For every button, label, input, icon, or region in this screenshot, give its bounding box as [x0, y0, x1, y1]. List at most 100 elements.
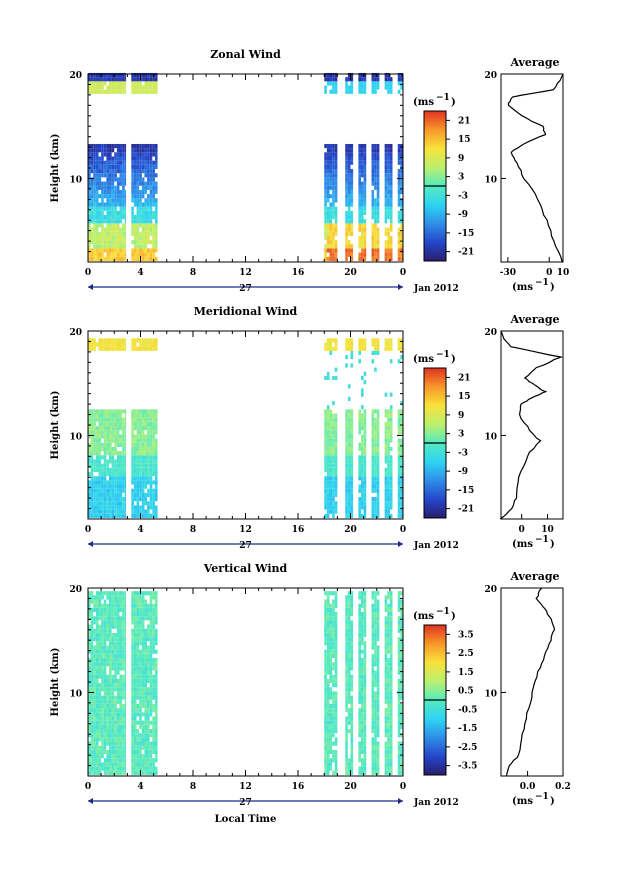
heatmap-cell: [103, 89, 107, 94]
heatmap-cell: [133, 338, 137, 343]
heatmap-cell: [88, 148, 91, 153]
heatmap-cell: [136, 745, 140, 750]
heatmap-cell: [376, 442, 380, 447]
heatmap-cell: [400, 703, 403, 709]
heatmap-cell: [116, 492, 120, 498]
heatmap-cell: [101, 413, 104, 418]
heatmap-cell: [139, 346, 142, 351]
heatmap-cell: [109, 215, 112, 220]
heatmap-cell: [147, 198, 150, 203]
heatmap-cell: [114, 346, 117, 351]
heatmap-cell: [363, 430, 367, 435]
heatmap-cell: [400, 185, 403, 190]
heatmap-cell: [326, 662, 330, 667]
heatmap-cell: [363, 653, 367, 658]
heatmap-cell: [111, 657, 115, 663]
heatmap-cell: [147, 240, 150, 245]
heatmap-cell: [147, 476, 150, 481]
heatmap-cell: [361, 202, 364, 207]
heatmap-cell: [371, 480, 375, 485]
heatmap-cell: [332, 632, 335, 638]
heatmap-cell: [400, 210, 403, 215]
heatmap-cell: [371, 505, 375, 510]
heatmap-cell: [103, 202, 107, 207]
heatmap-cell: [374, 227, 377, 232]
heatmap-cell: [371, 223, 375, 228]
heatmap-cell: [103, 484, 107, 489]
heatmap-cell: [389, 620, 393, 625]
heatmap-cell: [139, 89, 142, 94]
heatmap-cell: [147, 488, 150, 493]
heatmap-cell: [131, 716, 134, 721]
heatmap-cell: [103, 426, 107, 431]
heatmap-cell: [149, 160, 153, 165]
heatmap-cell: [93, 766, 96, 771]
colorbar-tick-label: -9: [458, 467, 468, 477]
heatmap-cell: [332, 430, 335, 435]
heatmap-cell: [109, 189, 112, 195]
heatmap-cell: [376, 169, 380, 174]
heatmap-cell: [98, 430, 102, 435]
heatmap-cell: [361, 210, 364, 215]
heatmap-cell: [106, 488, 109, 493]
heatmap-cell: [397, 762, 401, 767]
heatmap-cell: [149, 729, 153, 734]
heatmap-cell: [95, 708, 99, 713]
heatmap-cell: [122, 687, 125, 692]
heatmap-cell: [114, 72, 117, 78]
heatmap-cell: [350, 363, 354, 368]
heatmap-cell: [111, 417, 115, 422]
heatmap-cell: [119, 434, 123, 439]
heatmap-cell: [133, 413, 137, 418]
heatmap-cell: [131, 346, 134, 351]
heatmap-cell: [363, 164, 367, 170]
heatmap-cell: [103, 716, 107, 721]
heatmap-cell: [124, 505, 127, 510]
heatmap-cell: [149, 703, 153, 709]
heatmap-cell: [131, 248, 134, 253]
heatmap-cell: [387, 762, 390, 767]
heatmap-cell: [122, 206, 125, 211]
heatmap-cell: [326, 509, 330, 514]
heatmap-cell: [149, 591, 153, 596]
heatmap-cell: [329, 505, 333, 510]
heatmap-cell: [136, 476, 140, 481]
heatmap-cell: [114, 240, 117, 245]
heatmap-cell: [111, 741, 115, 746]
profile-title: Average: [509, 56, 559, 69]
heatmap-cell: [152, 509, 155, 514]
heatmap-cell: [149, 421, 153, 427]
heatmap-cell: [106, 603, 109, 608]
heatmap-cell: [111, 455, 115, 460]
heatmap-cell: [90, 641, 94, 646]
heatmap-cell: [114, 678, 117, 684]
heatmap-cell: [139, 653, 142, 658]
heatmap-cell: [347, 766, 351, 771]
heatmap-cell: [147, 160, 150, 165]
heatmap-cell: [144, 749, 148, 755]
heatmap-cell: [374, 177, 377, 182]
heatmap-cell: [133, 674, 137, 679]
heatmap-cell: [147, 223, 150, 228]
heatmap-cell: [116, 758, 120, 763]
heatmap-cell: [326, 766, 330, 771]
heatmap-cell: [133, 342, 137, 347]
heatmap-cell: [154, 210, 158, 215]
heatmap-cell: [90, 152, 94, 157]
profile-unit-close: ): [550, 796, 555, 807]
heatmap-cell: [397, 703, 401, 709]
heatmap-cell: [154, 708, 158, 713]
heatmap-cell: [152, 641, 155, 646]
heatmap-cell: [116, 720, 120, 725]
heatmap-cell: [103, 653, 107, 658]
heatmap-cell: [400, 637, 403, 642]
heatmap-cell: [363, 603, 367, 608]
heatmap-cell: [103, 231, 107, 236]
heatmap-cell: [109, 488, 112, 493]
heatmap-cell: [332, 733, 335, 738]
heatmap-cell: [124, 716, 127, 721]
heatmap-cell: [88, 758, 91, 763]
heatmap-cell: [389, 359, 393, 364]
heatmap-cell: [103, 338, 107, 343]
heatmap-cell: [387, 85, 390, 90]
